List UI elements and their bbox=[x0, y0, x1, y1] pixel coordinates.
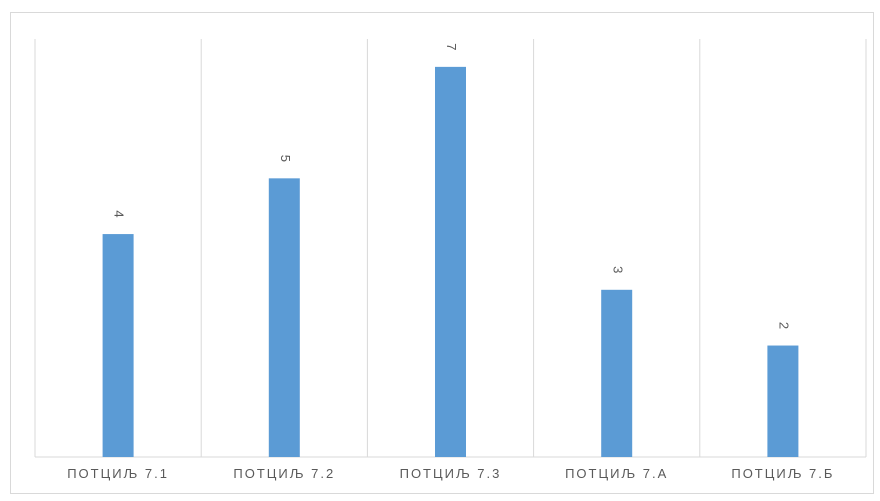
bar-1 bbox=[102, 234, 134, 457]
data-label-2: 5 bbox=[278, 155, 293, 162]
x-tick-label-1: ПОТЦИЉ 7.1 bbox=[67, 466, 169, 481]
bar-3 bbox=[435, 66, 466, 457]
x-tick-label-5: ПОТЦИЉ 7.Б bbox=[731, 466, 834, 481]
data-label-4: 3 bbox=[610, 266, 625, 273]
data-label-3: 7 bbox=[444, 43, 459, 50]
x-tick-label-4: ПОТЦИЉ 7.А bbox=[565, 466, 668, 481]
data-label-5: 2 bbox=[776, 322, 791, 329]
data-label-1: 4 bbox=[112, 210, 127, 217]
bar-4 bbox=[601, 289, 633, 457]
data-labels: 4 5 7 3 2 bbox=[112, 43, 792, 329]
x-tick-label-3: ПОТЦИЉ 7.3 bbox=[400, 466, 502, 481]
bar-5 bbox=[767, 345, 799, 457]
bar-2 bbox=[268, 178, 300, 458]
bars bbox=[102, 66, 799, 458]
x-axis-tick-labels: ПОТЦИЉ 7.1 ПОТЦИЉ 7.2 ПОТЦИЉ 7.3 ПОТЦИЉ 7.А… bbox=[67, 466, 834, 481]
x-tick-label-2: ПОТЦИЉ 7.2 bbox=[233, 466, 335, 481]
